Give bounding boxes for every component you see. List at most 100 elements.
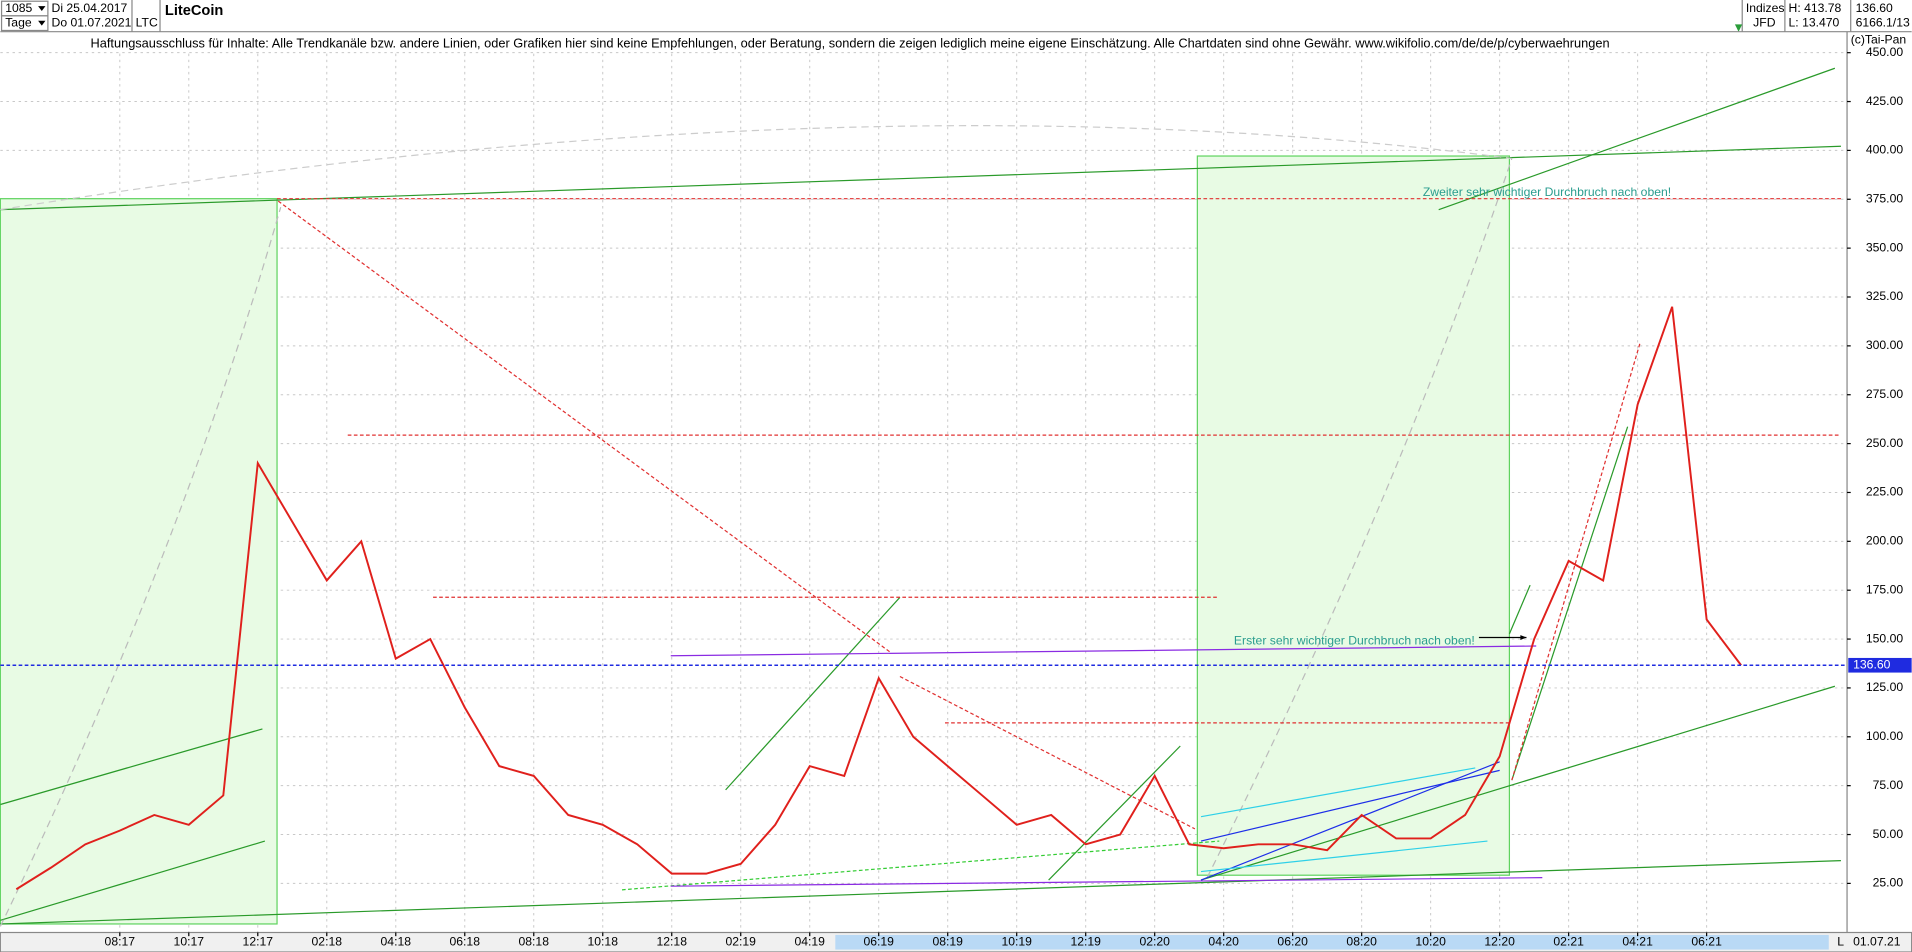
start-date: Di 25.04.2017	[52, 1, 128, 15]
plot: Zweiter sehr wichtiger Durchbruch nach o…	[0, 185, 1848, 891]
diagonal	[899, 675, 1196, 830]
dropdown-arrow	[38, 6, 46, 11]
info: 6166.1/13	[1856, 15, 1910, 29]
x-tick-label: 06:19	[863, 934, 894, 948]
last-price-label: 136.60	[1853, 657, 1890, 671]
copyright: (c)Tai-Pan	[1851, 32, 1906, 46]
x-tick-label: 10:17	[174, 934, 205, 948]
y-tick-label: 275.00	[1866, 387, 1903, 401]
x-tick-label: 04:21	[1622, 934, 1653, 948]
annotation: Erster sehr wichtiger Durchbruch nach ob…	[1234, 633, 1475, 647]
last-price-box	[1848, 657, 1912, 673]
x-tick-label: 06:20	[1277, 934, 1308, 948]
drawings	[0, 67, 1841, 927]
y-tick-label: 450.00	[1866, 45, 1903, 59]
y-tick-label: 375.00	[1866, 191, 1903, 205]
annotation: Zweiter sehr wichtiger Durchbruch nach o…	[1423, 185, 1671, 199]
period: Tage	[5, 15, 32, 29]
y-tick-label: 175.00	[1866, 582, 1903, 596]
x-tick-label: 04:18	[381, 934, 412, 948]
x-tick-label: 10:20	[1415, 934, 1446, 948]
y-tick-label: 25.00	[1873, 876, 1904, 890]
y-tick-label: 125.00	[1866, 680, 1903, 694]
support-line	[621, 840, 1220, 891]
cyan-line	[1200, 767, 1476, 818]
disclaimer: Haftungsausschluss für Inhalte: Alle Tre…	[91, 35, 1610, 50]
cyan-line	[1200, 840, 1488, 873]
x-tick-label: 06:18	[450, 934, 481, 948]
corner: L	[1837, 934, 1844, 948]
x-tick-label: 12:19	[1070, 934, 1101, 948]
y-tick-label: 400.00	[1866, 143, 1903, 157]
y-tick-label: 425.00	[1866, 94, 1903, 108]
x-tick-label: 08:18	[519, 934, 550, 948]
curve	[0, 207, 282, 927]
header: 1085 Tage Di 25.04.2017 Do 01.07.2021 LT…	[0, 0, 1912, 50]
y-tick-label: 200.00	[1866, 534, 1903, 548]
x-tick-label: 10:19	[1001, 934, 1032, 948]
y-tick-label: 325.00	[1866, 289, 1903, 303]
y-tick-label: 250.00	[1866, 436, 1903, 450]
x-tick-label: 02:18	[312, 934, 343, 948]
y-tick-label: 350.00	[1866, 240, 1903, 254]
trend-line	[1511, 426, 1629, 781]
zone	[1196, 155, 1511, 876]
y-tick-label: 150.00	[1866, 631, 1903, 645]
trend-line	[1048, 745, 1181, 881]
trend-line	[0, 145, 1841, 211]
dropdown-arrow	[38, 20, 46, 26]
last: 136.60	[1856, 1, 1893, 15]
arrow-head	[1520, 635, 1527, 640]
y-tick-label: 50.00	[1873, 827, 1904, 841]
chart-title: LiteCoin	[165, 3, 224, 19]
indicator-arrow	[1734, 24, 1743, 32]
diagonal	[277, 200, 891, 653]
diagonal	[1511, 343, 1641, 781]
axes: 25.00 50.00 75.00 100.00 125.00 150.00 175.00 2…	[105, 45, 1912, 948]
x-tick-label: 10:18	[588, 934, 619, 948]
x-tick-label: 08:17	[105, 934, 136, 948]
x-tick-label: 12:20	[1484, 934, 1515, 948]
group: Indizes	[1746, 1, 1785, 15]
trend-line	[1508, 584, 1531, 635]
x-tick-label: 12:17	[243, 934, 274, 948]
source: JFD	[1753, 15, 1776, 29]
count: 1085	[5, 1, 32, 15]
x-tick-label: 04:20	[1208, 934, 1239, 948]
trend-line	[1438, 67, 1836, 211]
end-date-label: 01.07.21	[1853, 934, 1901, 948]
zone	[0, 198, 278, 925]
purple-line	[670, 877, 1543, 887]
high: H: 413.78	[1789, 1, 1842, 15]
purple-line	[670, 645, 1537, 657]
end-date: Do 01.07.2021	[52, 15, 132, 29]
low: L: 13.470	[1789, 15, 1840, 29]
x-tick-label: 02:19	[725, 934, 756, 948]
trend-line	[0, 728, 263, 806]
y-tick-label: 300.00	[1866, 338, 1903, 352]
x-tick-label: 08:19	[932, 934, 963, 948]
price-line	[15, 306, 1742, 891]
symbol: LTC	[136, 15, 158, 29]
trend-line	[1200, 685, 1836, 881]
x-tick-label: 02:20	[1139, 934, 1170, 948]
scroll-range[interactable]	[835, 934, 1829, 950]
x-tick-label: 08:20	[1346, 934, 1377, 948]
y-tick-label: 225.00	[1866, 485, 1903, 499]
x-tick-label: 06:21	[1691, 934, 1722, 948]
y-tick-label: 75.00	[1873, 778, 1904, 792]
period-box[interactable]	[0, 15, 49, 32]
blue-line	[1200, 769, 1500, 842]
curve	[1206, 158, 1513, 878]
x-tick-label: 04:19	[794, 934, 825, 948]
y-tick-label: 100.00	[1866, 729, 1903, 743]
x-tick-label: 12:18	[657, 934, 688, 948]
x-tick-label: 02:21	[1553, 934, 1584, 948]
trend-line	[0, 859, 1841, 925]
trend-line	[0, 840, 266, 921]
curve	[0, 125, 1512, 211]
trend-line	[725, 596, 901, 791]
